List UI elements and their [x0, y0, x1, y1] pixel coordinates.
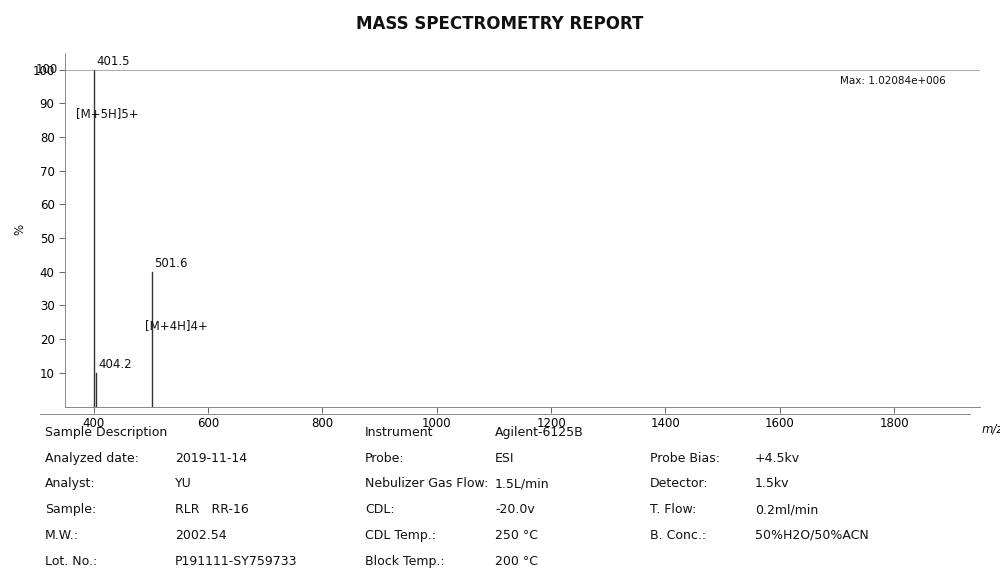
Text: B. Conc.:: B. Conc.:	[650, 529, 706, 542]
Text: 2019-11-14: 2019-11-14	[175, 452, 247, 464]
Text: 2002.54: 2002.54	[175, 529, 227, 542]
Text: 401.5: 401.5	[97, 55, 130, 68]
Text: m/z: m/z	[982, 422, 1000, 435]
Text: ESI: ESI	[495, 452, 514, 464]
Text: 1.5L/min: 1.5L/min	[495, 477, 550, 490]
Text: Detector:: Detector:	[650, 477, 709, 490]
Text: Agilent-6125B: Agilent-6125B	[495, 426, 584, 439]
Text: T. Flow:: T. Flow:	[650, 503, 696, 516]
Text: [M+5H]5+: [M+5H]5+	[76, 106, 139, 119]
Text: RLR   RR-16: RLR RR-16	[175, 503, 249, 516]
Text: 100: 100	[35, 63, 58, 76]
Text: Analyzed date:: Analyzed date:	[45, 452, 139, 464]
Text: CDL:: CDL:	[365, 503, 395, 516]
Text: 501.6: 501.6	[154, 257, 187, 270]
Text: 0.2ml/min: 0.2ml/min	[755, 503, 818, 516]
Text: Lot. No.:: Lot. No.:	[45, 555, 97, 567]
Text: 200 °C: 200 °C	[495, 555, 538, 567]
Text: Nebulizer Gas Flow:: Nebulizer Gas Flow:	[365, 477, 488, 490]
Text: [M+4H]4+: [M+4H]4+	[145, 319, 208, 332]
Text: Instrument: Instrument	[365, 426, 434, 439]
Text: 1.5kv: 1.5kv	[755, 477, 790, 490]
Text: Analyst:: Analyst:	[45, 477, 96, 490]
Text: Probe Bias:: Probe Bias:	[650, 452, 720, 464]
Text: 404.2: 404.2	[98, 358, 132, 371]
Y-axis label: %: %	[14, 224, 27, 235]
Text: Sample:: Sample:	[45, 503, 96, 516]
Text: -20.0v: -20.0v	[495, 503, 535, 516]
Text: 250 °C: 250 °C	[495, 529, 538, 542]
Text: M.W.:: M.W.:	[45, 529, 79, 542]
Text: MASS SPECTROMETRY REPORT: MASS SPECTROMETRY REPORT	[356, 15, 644, 33]
Text: Sample Description: Sample Description	[45, 426, 167, 439]
Text: +4.5kv: +4.5kv	[755, 452, 800, 464]
Text: 50%H2O/50%ACN: 50%H2O/50%ACN	[755, 529, 869, 542]
Text: Probe:: Probe:	[365, 452, 405, 464]
Text: Max: 1.02084e+006: Max: 1.02084e+006	[840, 76, 946, 86]
Text: P191111-SY759733: P191111-SY759733	[175, 555, 298, 567]
Text: CDL Temp.:: CDL Temp.:	[365, 529, 436, 542]
Text: YU: YU	[175, 477, 192, 490]
Text: Block Temp.:: Block Temp.:	[365, 555, 445, 567]
